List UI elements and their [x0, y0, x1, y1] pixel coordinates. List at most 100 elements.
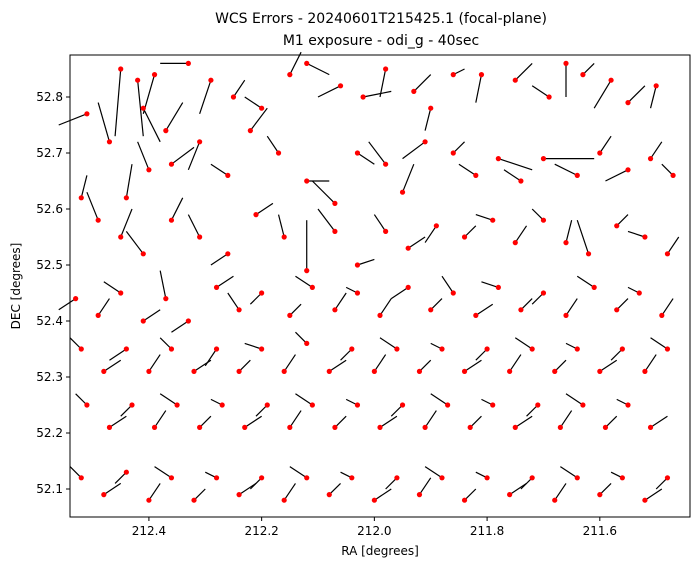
error-vector: [373, 214, 387, 232]
error-vector: [295, 331, 308, 344]
x-tick-label: 212.0: [357, 524, 391, 538]
error-vector: [171, 320, 189, 333]
error-vector: [627, 230, 646, 238]
error-vector: [255, 202, 274, 216]
star-marker: [433, 223, 439, 229]
star-marker: [253, 212, 259, 218]
error-vector: [430, 393, 448, 406]
star-marker: [304, 60, 310, 66]
star-marker: [518, 307, 524, 313]
star-marker: [580, 402, 586, 408]
error-vector: [328, 359, 347, 372]
error-vector: [520, 298, 533, 311]
star-marker: [625, 100, 631, 106]
error-vector: [390, 286, 409, 300]
error-vector: [289, 410, 302, 428]
error-vector: [379, 415, 398, 428]
star-marker: [354, 262, 361, 268]
error-vector: [554, 483, 567, 501]
error-vector: [610, 348, 623, 361]
star-marker: [625, 402, 631, 408]
error-vector: [526, 404, 539, 417]
star-marker: [118, 234, 124, 240]
star-marker: [670, 172, 676, 178]
star-marker: [490, 217, 496, 223]
error-vector: [576, 220, 590, 254]
error-vector: [661, 163, 674, 176]
error-vector: [232, 79, 246, 98]
error-vector: [210, 253, 229, 266]
star-marker: [78, 195, 84, 201]
star-marker: [213, 475, 220, 481]
star-marker: [411, 88, 417, 94]
star-marker: [123, 346, 129, 352]
error-vector: [171, 146, 195, 165]
star-marker: [642, 497, 648, 503]
error-vector: [509, 482, 527, 496]
star-marker: [185, 60, 191, 66]
error-vector: [655, 477, 668, 490]
error-vector: [114, 471, 127, 484]
star-marker: [236, 368, 242, 374]
star-marker: [168, 346, 175, 352]
error-vector: [565, 298, 578, 316]
error-vector: [430, 298, 443, 311]
error-vector: [475, 303, 494, 316]
star-marker: [247, 128, 253, 134]
star-marker: [225, 172, 231, 178]
star-marker: [332, 228, 338, 234]
star-marker: [264, 402, 270, 408]
error-vector: [193, 488, 206, 501]
error-vector: [390, 404, 403, 417]
error-vector: [159, 393, 178, 406]
x-tick-label: 211.8: [470, 524, 504, 538]
error-vector: [560, 466, 578, 479]
error-vector: [373, 354, 387, 372]
star-marker: [647, 156, 654, 162]
star-marker: [191, 497, 197, 503]
error-vector: [379, 298, 392, 316]
star-marker: [529, 346, 535, 352]
star-marker: [552, 368, 558, 374]
star-marker: [450, 72, 456, 78]
star-marker: [490, 402, 496, 408]
error-vector: [464, 359, 482, 372]
error-vector: [114, 68, 122, 137]
star-marker: [185, 318, 191, 324]
star-marker: [197, 424, 203, 430]
error-vector: [514, 415, 533, 428]
error-vector: [424, 225, 437, 243]
y-tick-label: 52.7: [36, 146, 63, 160]
error-vector: [295, 275, 313, 288]
chart-subtitle: M1 exposure - odi_g - 40sec: [283, 33, 479, 49]
y-tick-label: 52.8: [36, 90, 63, 104]
star-marker: [399, 402, 406, 408]
error-vector: [165, 102, 184, 131]
star-marker: [140, 251, 146, 257]
error-vector: [340, 348, 353, 361]
error-vector: [289, 51, 302, 75]
star-marker: [259, 346, 265, 352]
star-marker: [546, 94, 552, 100]
y-tick-label: 52.5: [36, 258, 63, 272]
error-vector: [103, 281, 122, 294]
star-marker: [326, 492, 332, 498]
error-vector: [554, 163, 578, 176]
error-vector: [159, 337, 172, 350]
error-vector: [306, 62, 330, 76]
star-marker: [287, 312, 293, 318]
error-vector: [125, 231, 144, 255]
y-tick-label: 52.4: [36, 314, 63, 328]
error-vector: [424, 108, 432, 131]
error-vector: [576, 275, 595, 288]
error-vector: [244, 415, 262, 428]
star-marker: [349, 475, 355, 481]
error-vector: [289, 466, 308, 479]
star-marker: [563, 60, 569, 66]
star-marker: [495, 284, 501, 290]
star-marker: [540, 156, 547, 162]
star-marker: [123, 469, 129, 475]
error-vector: [357, 258, 375, 266]
error-vector: [565, 220, 573, 243]
star-marker: [332, 307, 338, 313]
